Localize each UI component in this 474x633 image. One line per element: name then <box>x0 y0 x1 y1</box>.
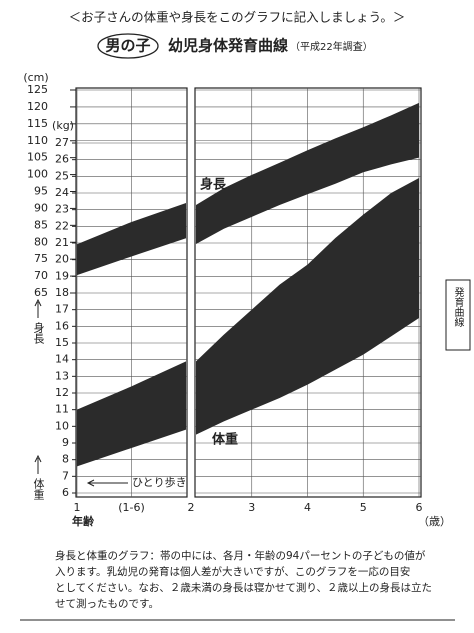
y-tick-label: 115 <box>27 117 48 130</box>
series-label: 身長 <box>200 177 227 193</box>
y-tick-label: 65 <box>34 286 48 299</box>
y2-tick-label: 22 <box>55 219 69 232</box>
y2-tick-label: 10 <box>55 419 69 432</box>
y2-tick-label: 21 <box>55 236 69 249</box>
y2-tick-label: 14 <box>55 353 69 366</box>
y2-axis-arrow <box>34 454 42 463</box>
y-axis-title: 身長 <box>32 321 45 345</box>
x-tick-label: 5 <box>360 501 367 514</box>
chart-title: 幼児身体発育曲線 <box>168 37 288 55</box>
band <box>196 178 419 435</box>
side-tab <box>445 279 471 351</box>
y-label: (cm) <box>23 71 48 84</box>
x-tick-label: 1 <box>74 501 81 514</box>
y2-tick-label: 15 <box>55 336 69 349</box>
instruction: ＜お子さんの体重や身長をこのグラフに記入しましょう。＞ <box>69 10 406 25</box>
note-line: せて測ったものです。 <box>55 597 159 610</box>
y2-tick-label: 13 <box>55 369 69 382</box>
y-axis-arrow <box>34 298 42 307</box>
y2-tick-label: 24 <box>55 186 69 199</box>
x-label: 年齢 <box>72 514 95 528</box>
note-line: 身長と体重のグラフ：帯の中には、各月・年齢の94パーセントの子どもの値が <box>55 549 426 562</box>
tag-oval <box>97 33 159 59</box>
side-tab-label: 発育曲線 <box>452 286 464 327</box>
y2-tick-label: 8 <box>62 453 69 466</box>
y2-tick-label: 6 <box>62 486 69 499</box>
tag: 男の子 <box>105 37 150 55</box>
y2-tick-label: 9 <box>62 436 69 449</box>
x-tick-label: 3 <box>248 501 255 514</box>
y-tick-label: 120 <box>27 100 48 113</box>
band <box>77 203 186 276</box>
annotation: ひとり歩き <box>132 475 187 489</box>
y-tick-label: 80 <box>34 235 48 248</box>
y-tick-label: 95 <box>34 185 48 198</box>
y-tick-label: 75 <box>34 252 48 265</box>
x-tick-label: 4 <box>304 501 311 514</box>
y2-tick-label: 7 <box>62 469 69 482</box>
y2-tick-label: 11 <box>55 403 69 416</box>
y2-tick-label: 23 <box>55 203 69 216</box>
panel-frame <box>194 87 422 498</box>
note-line: 入ります。乳幼児の発育は個人差が大きいですが、このグラフを一応の目安 <box>55 565 410 578</box>
note-line: としてください。なお、２歳未満の身長は寝かせて測り、２歳以上の身長は立た <box>55 581 432 594</box>
y-tick-label: 100 <box>27 168 48 181</box>
y-tick-label: 105 <box>27 151 48 164</box>
band <box>77 361 186 467</box>
y-tick-label: 125 <box>27 83 48 96</box>
y-tick-label: 70 <box>34 269 48 282</box>
series-label: 体重 <box>212 432 238 448</box>
y2-tick-label: 27 <box>55 136 69 149</box>
band <box>196 102 419 244</box>
x-unit: （歳） <box>418 515 451 528</box>
subtitle: （平成22年調査） <box>290 40 373 53</box>
y2-tick-label: 17 <box>55 303 69 316</box>
y2-tick-label: 26 <box>55 153 69 166</box>
y2-axis-title: 体重 <box>32 477 45 500</box>
x-tick-label: 6 <box>416 501 423 514</box>
y2-tick-label: 16 <box>55 319 69 332</box>
x-tick-label: 2 <box>188 501 195 514</box>
y-tick-label: 90 <box>34 201 48 214</box>
y-tick-label: 110 <box>27 134 48 147</box>
annotation-arrow <box>86 479 95 487</box>
y2-tick-label: 25 <box>55 169 69 182</box>
y2-tick-label: 20 <box>55 253 69 266</box>
y2-tick-label: 18 <box>55 286 69 299</box>
y2-tick-label: 19 <box>55 269 69 282</box>
x-tick-label: (1-6) <box>118 501 145 514</box>
y2-tick-label: 12 <box>55 386 69 399</box>
y-tick-label: 85 <box>34 218 48 231</box>
y2-label: (kg) <box>52 119 74 132</box>
